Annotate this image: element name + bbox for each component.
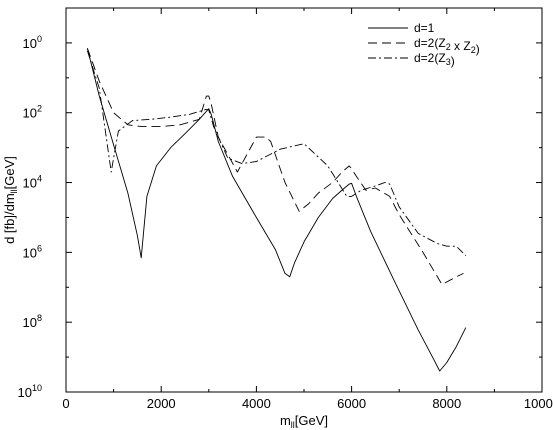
- series-line-1: [86, 48, 467, 372]
- x-tick-label: 4000: [242, 396, 271, 411]
- y-tick-label: 1010: [18, 383, 42, 400]
- legend-label-2: d=2(Z2 x Z2): [414, 36, 480, 56]
- y-tick-label: 102: [23, 104, 42, 121]
- legend: d=1d=2(Z2 x Z2)d=2(Z3): [368, 21, 480, 68]
- legend-label-1: d=1: [414, 21, 435, 35]
- series-group: [86, 48, 467, 372]
- x-tick-label: 0: [62, 396, 69, 411]
- x-tick-label: 2000: [147, 396, 176, 411]
- y-tick-label: 104: [23, 174, 42, 191]
- x-tick-label: 6000: [337, 396, 366, 411]
- axis-ticks: 0 2000 4000 6000 8000 10000 100 102 104 106 108 101…: [18, 7, 553, 411]
- series-line-3: [86, 50, 467, 257]
- y-tick-label: 100: [23, 34, 42, 51]
- y-tick-label: 106: [23, 243, 42, 260]
- y-tick-label: 108: [23, 313, 42, 330]
- x-tick-label: 10000: [524, 396, 553, 411]
- y-axis-label: d [fb]/dmll[GeV]: [2, 156, 19, 244]
- series-line-2: [86, 48, 464, 285]
- x-tick-label: 8000: [432, 396, 461, 411]
- plot-frame: [65, 7, 543, 393]
- legend-label-3: d=2(Z3): [414, 51, 455, 68]
- x-axis-label: mll[GeV]: [280, 413, 328, 430]
